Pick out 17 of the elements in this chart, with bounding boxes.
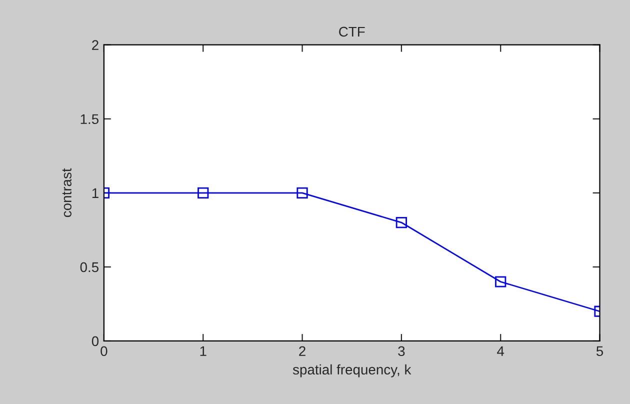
y-tick-label: 2 xyxy=(92,40,98,50)
point xyxy=(296,187,308,198)
y-axis-title: contrast xyxy=(62,168,72,218)
x-tick-label: 4 xyxy=(497,346,504,356)
x-axis-title: spatial frequency, k xyxy=(292,364,412,378)
point xyxy=(198,187,209,198)
x-tick-label: 1 xyxy=(200,346,206,356)
y-tick-label: 0 xyxy=(92,336,99,346)
y-tick-label: 0.5 xyxy=(80,262,99,272)
point xyxy=(396,216,407,228)
x-tick-label: 3 xyxy=(398,346,405,356)
chart-title: CTF xyxy=(339,26,365,37)
x-tick-label: 0 xyxy=(100,346,108,356)
x-tick-label: 2 xyxy=(299,346,306,356)
y-tick-label: 1.5 xyxy=(80,114,99,124)
y-tick-label: 1 xyxy=(92,188,98,198)
x-tick-label: 5 xyxy=(596,346,604,356)
